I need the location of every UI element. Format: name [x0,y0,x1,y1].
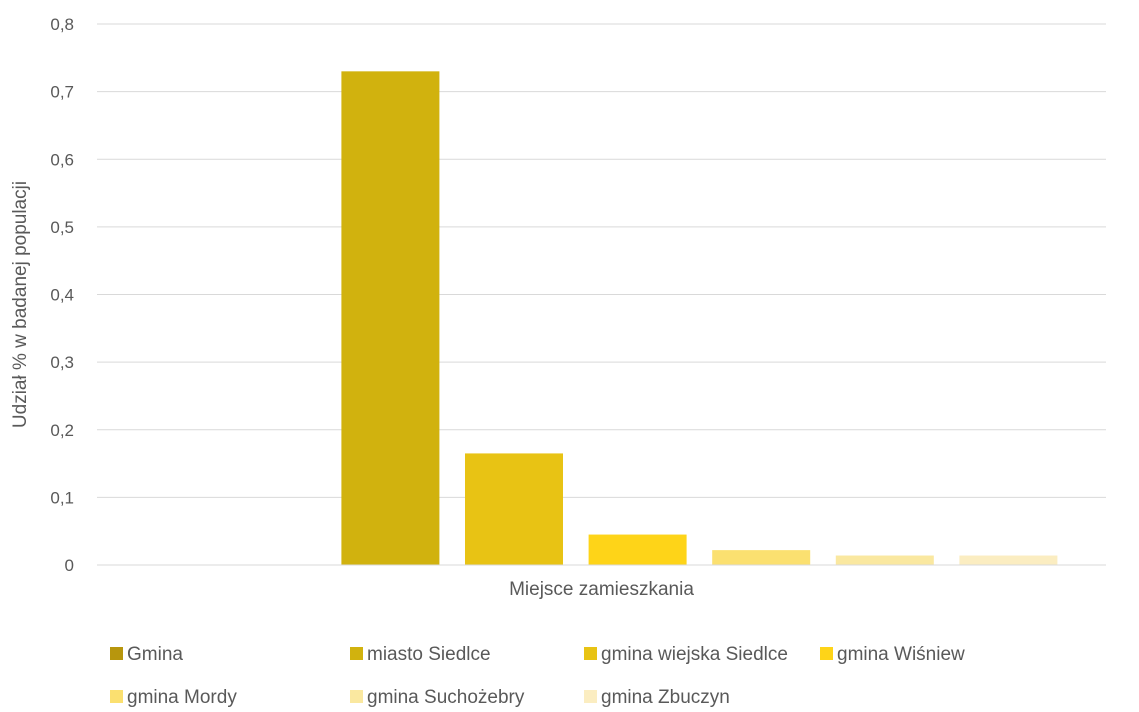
legend-swatch [110,647,123,660]
bar-5 [712,550,811,565]
legend-label: Gmina [127,644,183,665]
legend: Gmina miasto Siedlce gmina wiejska Siedlce… [110,644,965,708]
legend-label: gmina wiejska Siedlce [601,644,788,665]
y-tick-label: 0 [65,556,74,575]
bar-4 [588,534,687,565]
y-tick-label: 0,4 [50,286,74,305]
legend-swatch [584,647,597,660]
bar-2 [341,71,440,566]
y-tick-label: 0,7 [50,83,74,102]
bar-7 [959,555,1058,565]
y-tick-label: 0,3 [50,353,74,372]
y-tick-label: 0,6 [50,150,74,169]
y-axis-tick-labels: 0 0,1 0,2 0,3 0,4 0,5 0,6 0,7 0,8 [50,15,74,575]
y-tick-label: 0,2 [50,421,74,440]
legend-label: gmina Zbuczyn [601,687,730,708]
legend-swatch [110,690,123,703]
legend-swatch [350,690,363,703]
x-axis-title: Miejsce zamieszkania [509,579,694,600]
bar-6 [835,555,934,565]
bar-3 [465,453,563,565]
legend-swatch [584,690,597,703]
legend-label: miasto Siedlce [367,644,491,665]
y-tick-label: 0,5 [50,218,74,237]
gridlines [97,23,1106,498]
legend-swatch [350,647,363,660]
legend-label: gmina Suchożebry [367,687,525,708]
bars [341,71,1058,566]
y-tick-label: 0,8 [50,15,74,34]
y-axis-title: Udział % w badanej populacji [10,181,31,428]
y-tick-label: 0,1 [50,488,74,507]
legend-label: gmina Wiśniew [837,644,965,665]
legend-label: gmina Mordy [127,687,237,708]
legend-swatch [820,647,833,660]
